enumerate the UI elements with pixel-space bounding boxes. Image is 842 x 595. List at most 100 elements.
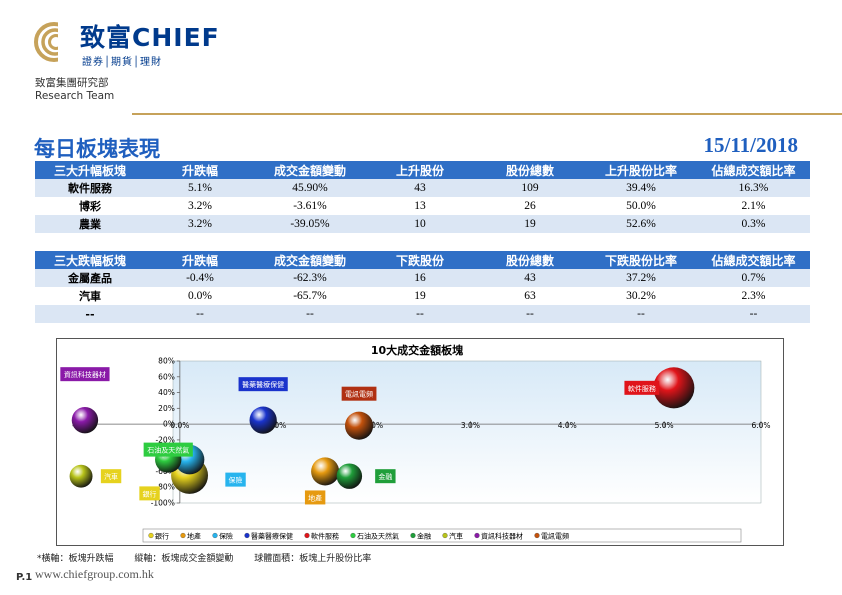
x-tick-label: 6.0% — [751, 421, 770, 430]
bubble-3 — [249, 406, 277, 434]
table-cell: 43 — [475, 269, 585, 287]
point-label-text: 銀行 — [143, 489, 157, 498]
legend-swatch — [442, 532, 448, 539]
column-header: 三大升幅板塊 — [35, 161, 145, 179]
page-number: P.1 — [16, 572, 33, 583]
table-cell: 2.1% — [741, 200, 766, 212]
column-header: 升跌幅 — [145, 251, 255, 269]
x-tick-label: 4.0% — [558, 421, 577, 430]
brand-tagline: 證券│期貨│理財 — [82, 57, 163, 68]
table-cell: -- — [697, 305, 810, 323]
point-label-text: 電訊電頻 — [345, 390, 373, 399]
table-cell: 3.2% — [188, 200, 212, 212]
sector-name: 汽車 — [79, 290, 101, 303]
legend-swatch — [244, 532, 250, 539]
y-tick-label: 0% — [163, 420, 175, 429]
department-name-zh: 致富集團研究部 — [35, 77, 109, 89]
legend-swatch — [410, 532, 416, 539]
legend-label: 醫藥醫療保健 — [251, 532, 293, 541]
table-row: 汽車 0.0% -65.7% 19 63 30.2% 2.3% — [35, 287, 810, 305]
table-cell: 10 — [365, 215, 475, 233]
sector-name: 軟件服務 — [35, 179, 145, 197]
table-cell: 0.3% — [697, 215, 810, 233]
table-cell: -- — [475, 305, 585, 323]
legend-swatch — [180, 532, 186, 539]
report-date: 15/11/2018 — [703, 133, 798, 157]
legend-frame — [142, 528, 742, 543]
sector-name: 金屬產品 — [35, 269, 145, 287]
point-label-text: 石油及天然氣 — [147, 446, 189, 455]
bubble-7 — [69, 464, 93, 488]
table-cell: 19 — [414, 290, 426, 302]
table-cell: -3.61% — [293, 200, 327, 212]
website-link[interactable]: www.chiefgroup.com.hk — [35, 567, 154, 581]
column-header: 股份總數 — [475, 251, 585, 269]
bubble-chart: 10大成交金額板塊 -1.0%0.0%1.0%2.0%3.0%4.0%5.0%6… — [56, 338, 784, 546]
table-cell: 43 — [365, 179, 475, 197]
table-cell: 2.3% — [741, 290, 766, 302]
table-cell: 63 — [524, 290, 536, 302]
y-tick-label: 20% — [158, 404, 175, 413]
point-label-box — [60, 367, 110, 382]
sector-name: 博彩 — [79, 200, 101, 213]
point-label-text: 地產 — [308, 493, 322, 502]
table-cell: 37.2% — [585, 269, 697, 287]
y-tick-label: 60% — [158, 372, 175, 381]
column-header: 成交金額變動 — [255, 251, 365, 269]
point-label-box — [238, 377, 288, 392]
sector-name: -- — [35, 305, 145, 323]
point-label-text: 保險 — [229, 476, 243, 485]
sector-name: 農業 — [35, 215, 145, 233]
table-cell: 0.7% — [697, 269, 810, 287]
table-cell: 26 — [524, 200, 536, 212]
table-cell: -- — [365, 305, 475, 323]
legend-label: 保險 — [219, 532, 233, 541]
column-header: 佔總成交額比率 — [697, 251, 810, 269]
table-row: 農業 3.2% -39.05% 10 19 52.6% 0.3% — [35, 215, 810, 233]
brand-logo: 致富CHIEF 證券│期貨│理財 — [34, 22, 244, 68]
legend-label: 石油及天然氣 — [357, 532, 399, 541]
bubble-8 — [71, 406, 99, 434]
table-cell: 109 — [475, 179, 585, 197]
table-cell: 3.2% — [145, 215, 255, 233]
legend-label: 地產 — [187, 532, 201, 541]
axes: -1.0%0.0%1.0%2.0%3.0%4.0%5.0%6.0%80%60%4… — [72, 357, 770, 508]
legend-swatch — [350, 532, 356, 539]
legend-swatch — [474, 532, 480, 539]
column-header: 下跌股份 — [365, 251, 475, 269]
legend-label: 電訊電頻 — [541, 532, 569, 541]
table-cell: 39.4% — [585, 179, 697, 197]
point-label-text: 資訊科技器材 — [64, 370, 106, 379]
area-note: 球體面積：板塊上升股份比率 — [254, 554, 372, 564]
table-cell: -0.4% — [145, 269, 255, 287]
point-label-box — [143, 442, 193, 457]
page-title: 每日板塊表現 — [34, 137, 160, 161]
table-row: 軟件服務 5.1% 45.90% 43 109 39.4% 16.3% — [35, 179, 810, 197]
point-label-box — [304, 490, 326, 505]
x-tick-label: 2.0% — [364, 421, 383, 430]
table-cell: 45.90% — [255, 179, 365, 197]
table-header-row: 三大升幅板塊 升跌幅 成交金額變動 上升股份 股份總數 上升股份比率 佔總成交額… — [35, 161, 810, 179]
x-tick-label: 5.0% — [655, 421, 674, 430]
column-header: 下跌股份比率 — [585, 251, 697, 269]
y-tick-label: -80% — [155, 483, 174, 492]
top-gainers-table: 三大升幅板塊 升跌幅 成交金額變動 上升股份 股份總數 上升股份比率 佔總成交額… — [35, 161, 810, 233]
point-label-box — [341, 386, 377, 401]
brand-name: 致富CHIEF — [80, 23, 220, 52]
point-label-text: 軟件服務 — [628, 384, 656, 393]
column-header: 佔總成交額比率 — [697, 161, 810, 179]
table-cell: -65.7% — [293, 290, 327, 302]
column-header: 成交金額變動 — [255, 161, 365, 179]
y-tick-label: -100% — [151, 499, 175, 508]
point-label-box — [375, 469, 396, 484]
legend-label: 資訊科技器材 — [481, 532, 523, 541]
table-row: 金屬產品 -0.4% -62.3% 16 43 37.2% 0.7% — [35, 269, 810, 287]
table-cell: 16 — [365, 269, 475, 287]
chart-title: 10大成交金額板塊 — [371, 343, 463, 357]
table-row: -- -- -- -- -- -- -- — [35, 305, 810, 323]
table-cell: -39.05% — [255, 215, 365, 233]
table-header-row: 三大跌幅板塊 升跌幅 成交金額變動 下跌股份 股份總數 下跌股份比率 佔總成交額… — [35, 251, 810, 269]
header-divider — [132, 113, 842, 115]
table-cell: 0.0% — [188, 290, 212, 302]
